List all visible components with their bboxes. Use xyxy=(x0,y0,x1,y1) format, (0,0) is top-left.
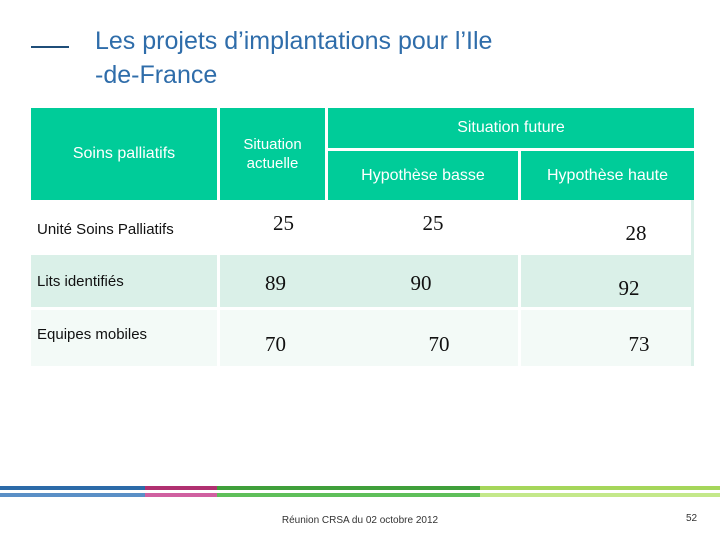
column-divider-2 xyxy=(518,200,521,366)
column-divider-3 xyxy=(691,200,694,366)
header-situation-future: Situation future xyxy=(328,108,694,148)
stripe-green-1 xyxy=(217,486,480,490)
cell-high-row3: 73 xyxy=(628,331,650,356)
page-number: 52 xyxy=(686,513,698,524)
stripe-lightgreen-2 xyxy=(480,493,720,497)
footer-text: Réunion CRSA du 02 octobre 2012 xyxy=(281,515,439,526)
cell-current-row1: 25 xyxy=(273,210,294,235)
header-hypothese-basse: Hypothèse basse xyxy=(328,151,518,200)
column-divider-1 xyxy=(217,200,220,366)
cell-low-row2: 90 xyxy=(410,270,432,295)
row-label-lits-identifies: Lits identifiés xyxy=(37,272,124,290)
row-band-alt xyxy=(31,255,694,307)
stripe-magenta-1 xyxy=(145,486,217,490)
stripe-magenta-2 xyxy=(145,493,217,497)
row-label-equipes-mobiles: Equipes mobiles xyxy=(37,326,148,343)
cell-high-row1: 28 xyxy=(625,220,647,245)
footer-stripes xyxy=(0,484,720,502)
cell-current-row3: 70 xyxy=(265,331,286,356)
header-situation-actuelle: Situation actuelle xyxy=(220,108,325,200)
header-soins-palliatifs: Soins palliatifs xyxy=(31,108,217,200)
palliative-care-table: Soins palliatifs Situation actuelle Situ… xyxy=(31,108,694,366)
title-accent-line xyxy=(31,46,69,48)
title-line-1: Les projets d’implantations pour l’Ile xyxy=(95,27,493,55)
cell-current-row2: 89 xyxy=(265,270,286,295)
slide-title: Les projets d’implantations pour l’Ile -… xyxy=(95,24,695,92)
header-hypothese-haute: Hypothèse haute xyxy=(521,151,694,200)
stripe-lightgreen-1 xyxy=(480,486,720,490)
cell-low-row1: 25 xyxy=(422,210,444,235)
row-label-unite-soins-palliatifs: Unité Soins Palliatifs xyxy=(37,220,174,238)
cell-high-row2: 92 xyxy=(618,275,640,300)
row-band-last-fill xyxy=(31,310,694,366)
stripe-blue-1 xyxy=(0,486,145,490)
stripe-green-2 xyxy=(217,493,480,497)
title-line-2: -de-France xyxy=(95,61,218,89)
cell-low-row3: 70 xyxy=(428,331,450,356)
stripe-blue-2 xyxy=(0,493,145,497)
